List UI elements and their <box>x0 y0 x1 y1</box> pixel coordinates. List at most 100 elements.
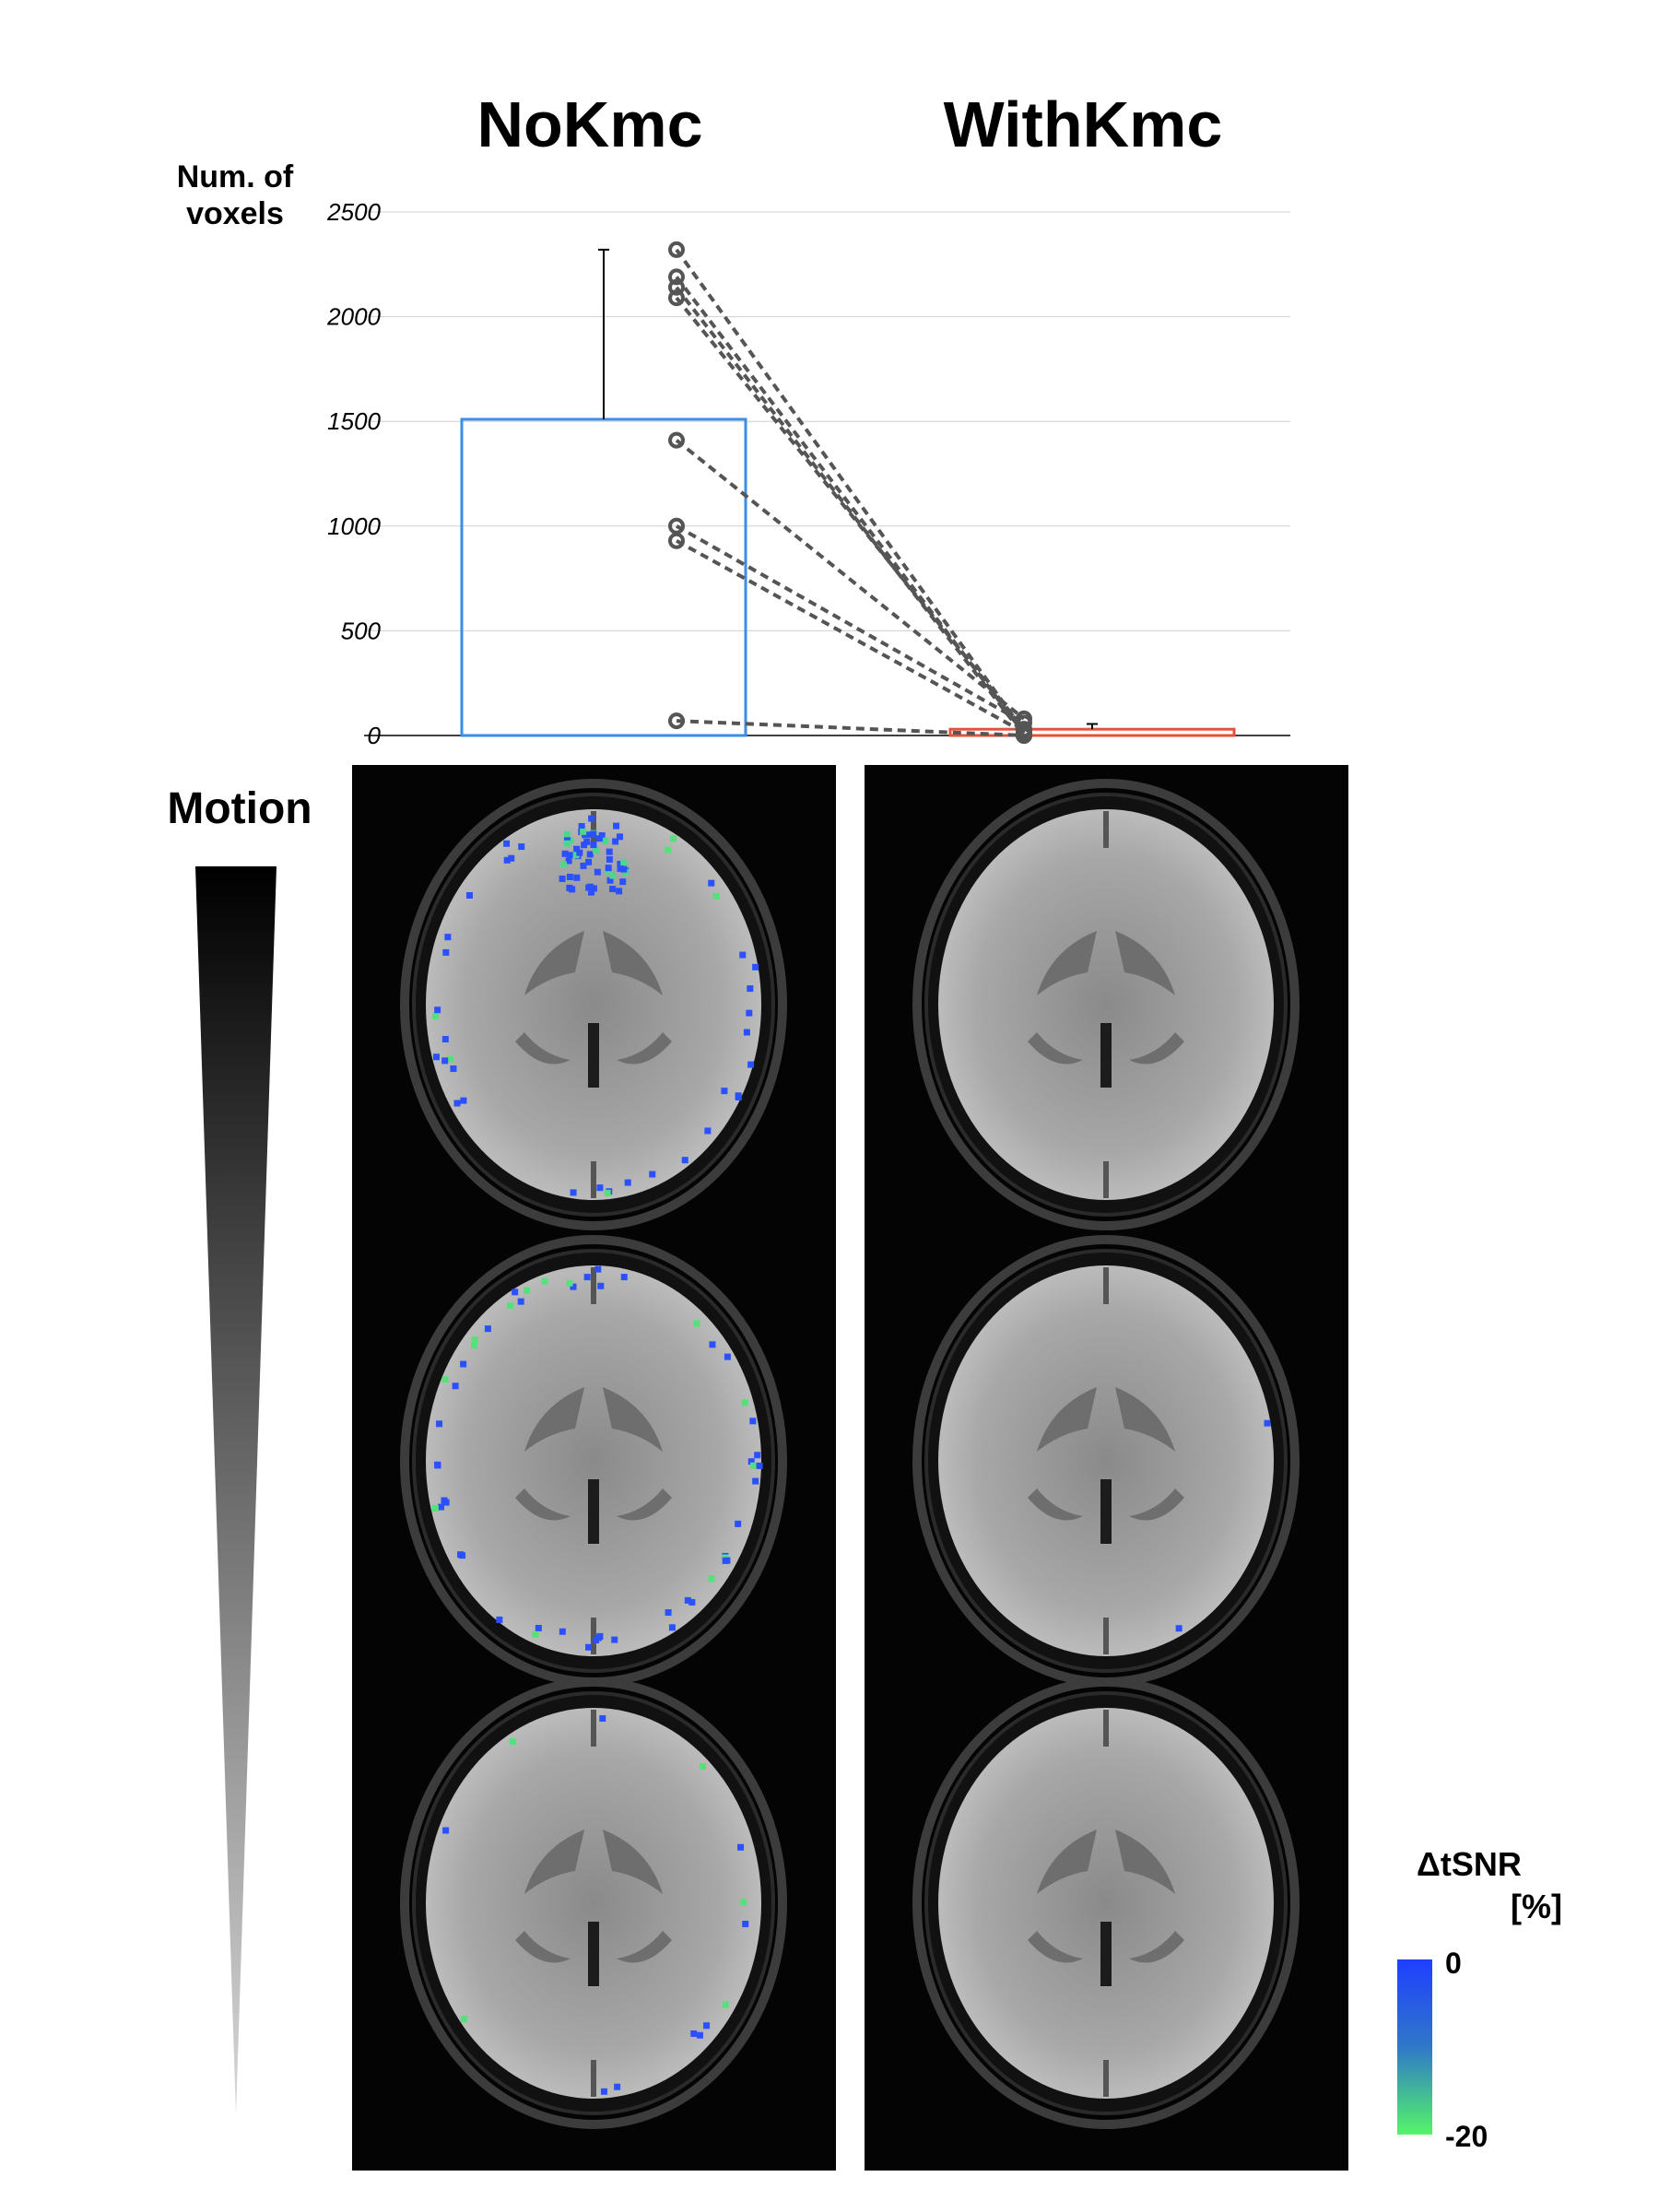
tsnr-voxel <box>586 831 594 839</box>
subject-line <box>675 286 1026 737</box>
y-tick-label: 500 <box>341 617 382 644</box>
tsnr-voxel <box>600 2088 607 2095</box>
tsnr-voxel <box>752 963 759 971</box>
tsnr-voxel <box>696 2031 703 2039</box>
tsnr-voxel <box>470 1342 477 1349</box>
tsnr-voxel <box>605 865 612 872</box>
tsnr-voxel <box>438 1503 445 1511</box>
tsnr-voxel <box>503 856 511 864</box>
tsnr-voxel <box>670 835 677 842</box>
tsnr-voxel <box>665 846 672 853</box>
tsnr-voxel <box>580 862 587 869</box>
tsnr-voxel <box>750 1462 758 1469</box>
tsnr-voxel <box>742 1920 749 1927</box>
tsnr-voxel <box>624 1179 631 1186</box>
tsnr-voxel <box>709 1341 716 1348</box>
tsnr-voxel <box>461 2016 468 2023</box>
tsnr-voxel <box>606 848 613 855</box>
brain-tissue <box>938 1708 1274 2099</box>
tsnr-voxel <box>573 874 581 881</box>
tsnr-voxel <box>452 1382 459 1390</box>
ventricle-right <box>1115 1387 1175 1452</box>
tsnr-voxel <box>484 1325 491 1333</box>
subject-point-nokmc <box>668 278 685 296</box>
tsnr-voxel <box>442 1827 450 1834</box>
tsnr-voxel <box>496 1616 503 1623</box>
subject-point-nokmc <box>668 289 685 307</box>
tsnr-voxel <box>595 835 603 842</box>
tsnr-voxel <box>585 884 593 891</box>
colorbar-title: ΔtSNR [%] <box>1387 1843 1562 1928</box>
posterior-horn-left <box>515 1931 571 1963</box>
ventricle-left <box>1037 1830 1097 1894</box>
tsnr-voxel <box>590 885 597 892</box>
subject-line <box>675 439 1026 721</box>
falx <box>1103 1267 1109 1304</box>
tsnr-voxel <box>699 1763 706 1771</box>
tsnr-voxel <box>457 1551 465 1559</box>
tsnr-voxel <box>599 1715 606 1723</box>
posterior-horn-left <box>515 1488 571 1521</box>
colorbar-gradient <box>1397 1959 1432 2135</box>
tsnr-voxel <box>735 1094 742 1101</box>
tsnr-voxel <box>609 886 617 893</box>
tsnr-voxel <box>613 822 620 830</box>
midline-structure <box>1100 1922 1112 1986</box>
tsnr-voxel <box>532 1630 539 1638</box>
colorbar-title-line2: [%] <box>1511 1888 1562 1925</box>
tsnr-voxel <box>442 948 450 956</box>
y-tick-label: 1000 <box>327 512 381 540</box>
tsnr-voxel <box>441 1376 449 1383</box>
tsnr-voxel <box>735 1520 742 1527</box>
midline-structure <box>588 1023 599 1088</box>
falx <box>1103 1710 1109 1747</box>
midline-structure <box>588 1479 599 1544</box>
tsnr-voxel <box>572 852 580 859</box>
falx <box>591 1267 596 1304</box>
tsnr-voxel <box>573 845 581 853</box>
ventricle-right <box>1115 931 1175 995</box>
y-tick-label: 2000 <box>326 303 381 331</box>
subject-line <box>676 719 1025 737</box>
posterior-horn-left <box>1028 1488 1083 1521</box>
skull-outline <box>912 779 1300 1230</box>
tsnr-voxel <box>614 2083 621 2090</box>
ventricle-right <box>603 931 663 995</box>
tsnr-voxel <box>617 833 624 841</box>
ventricle-left <box>524 931 584 995</box>
tsnr-voxel <box>578 823 585 830</box>
tsnr-voxel <box>588 888 595 896</box>
tsnr-voxel <box>594 1265 602 1273</box>
tsnr-voxel <box>580 828 587 835</box>
tsnr-voxel <box>535 1624 542 1631</box>
tsnr-voxel <box>611 1636 618 1643</box>
tsnr-voxel <box>569 886 576 893</box>
tsnr-voxel <box>586 851 594 858</box>
y-tick-label: 2500 <box>326 198 381 226</box>
tsnr-voxel <box>743 1029 750 1036</box>
subject-point-nokmc <box>668 431 685 449</box>
subject-point-nokmc <box>668 712 685 730</box>
tsnr-voxel <box>616 888 623 895</box>
brain-panel-nokmc <box>352 765 836 2171</box>
tsnr-voxel <box>432 1013 440 1020</box>
tsnr-voxel <box>722 2001 729 2008</box>
bar-nokmc <box>460 418 747 737</box>
tsnr-voxel <box>560 861 568 868</box>
tsnr-voxel <box>581 841 588 849</box>
tsnr-voxel <box>747 1458 755 1465</box>
bar-withkmc <box>948 727 1236 737</box>
tsnr-voxel <box>665 1609 672 1617</box>
column-title-nokmc: NoKmc <box>477 88 703 160</box>
tsnr-voxel <box>588 815 595 822</box>
tsnr-voxel <box>590 841 597 849</box>
ventricle-left <box>524 1830 584 1894</box>
brain-tissue <box>426 809 761 1200</box>
falx-posterior <box>1103 1618 1109 1654</box>
colorbar-title-line1: ΔtSNR <box>1417 1845 1522 1883</box>
tsnr-voxel <box>566 852 573 859</box>
posterior-horn-left <box>1028 1931 1083 1963</box>
tsnr-voxel <box>724 1557 731 1564</box>
tsnr-voxel <box>688 1598 696 1606</box>
tsnr-voxel <box>746 1009 753 1017</box>
